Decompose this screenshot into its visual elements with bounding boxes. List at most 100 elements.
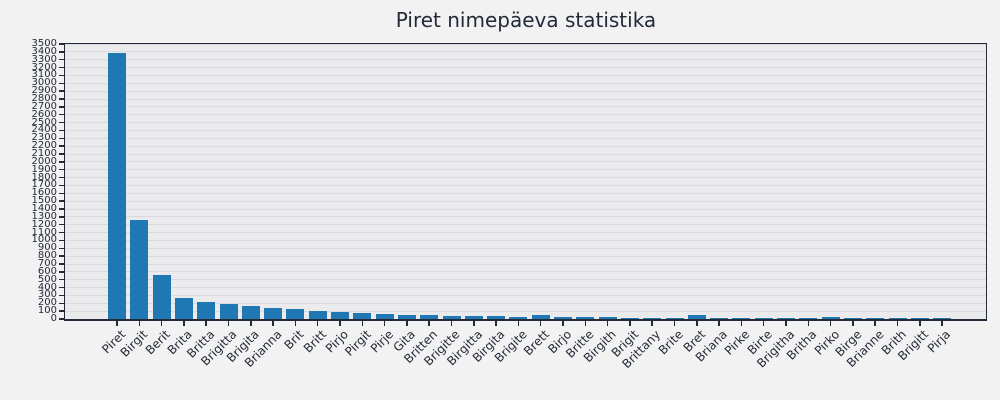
bar-brigitta	[219, 303, 238, 319]
x-tick-label: Pirja	[925, 327, 954, 356]
bar-pirko	[821, 316, 840, 319]
y-gridline	[65, 216, 986, 218]
y-tick-label: 1800	[31, 171, 57, 183]
y-gridline	[65, 114, 986, 116]
x-tick-mark	[606, 320, 609, 326]
bar-brigitt	[910, 318, 929, 319]
bar-brigitte	[442, 315, 461, 319]
y-tick-label: 2000	[31, 155, 57, 167]
y-tick-label: 0	[50, 313, 57, 324]
x-tick-mark	[584, 320, 587, 326]
bar-birgit	[130, 220, 149, 319]
y-tick-mark	[59, 106, 64, 108]
y-tick-label: 400	[37, 281, 57, 293]
x-tick-mark	[562, 320, 564, 326]
x-tick-label: Brett	[520, 327, 552, 359]
bar-pirgit	[353, 312, 372, 319]
bar-briana	[710, 317, 729, 319]
y-tick-mark	[59, 145, 64, 147]
bar-pirja	[933, 318, 952, 319]
y-tick-mark	[59, 255, 64, 257]
x-tick-mark	[361, 320, 364, 326]
x-tick-label: Brite	[655, 327, 686, 358]
y-gridline	[65, 184, 986, 186]
x-tick-mark	[272, 320, 274, 326]
y-tick-label: 3100	[31, 69, 57, 81]
bar-gita	[397, 314, 416, 319]
bar-britta	[197, 301, 216, 319]
x-tick-mark	[450, 320, 453, 326]
x-tick-mark	[428, 320, 430, 326]
bar-birge	[843, 318, 862, 319]
y-tick-label: 2700	[31, 100, 57, 112]
y-tick-mark	[59, 153, 64, 155]
bar-brittany	[643, 317, 662, 319]
y-tick-label: 2300	[31, 132, 57, 144]
x-tick-mark	[316, 320, 319, 326]
x-tick-mark	[718, 320, 720, 326]
y-gridline	[65, 255, 986, 257]
y-gridline	[65, 153, 986, 155]
y-tick-label: 2400	[31, 124, 57, 136]
x-tick-mark	[160, 320, 163, 326]
x-tick-mark	[383, 320, 386, 326]
y-tick-label: 3400	[31, 45, 57, 57]
y-tick-label: 2200	[31, 140, 57, 152]
y-tick-mark	[59, 318, 64, 320]
bar-birgita	[487, 316, 506, 319]
y-gridline	[65, 82, 986, 84]
bar-birgith	[598, 317, 617, 319]
x-tick-mark	[406, 320, 408, 326]
y-gridline	[65, 263, 986, 265]
y-tick-mark	[59, 192, 64, 195]
x-tick-mark	[941, 320, 943, 326]
x-tick-mark	[138, 320, 141, 326]
bar-brite	[665, 317, 684, 319]
y-gridline	[65, 208, 986, 210]
bar-birgitta	[464, 316, 483, 319]
bar-brett	[531, 315, 550, 319]
bar-brith	[888, 318, 907, 319]
y-tick-mark	[59, 129, 64, 132]
bar-brita	[174, 297, 193, 319]
y-gridline	[65, 271, 986, 273]
y-gridline	[65, 177, 986, 179]
x-tick-mark	[183, 320, 185, 326]
x-tick-mark	[829, 320, 832, 326]
y-gridline	[65, 239, 986, 241]
x-tick-mark	[495, 320, 497, 326]
y-tick-mark	[59, 278, 64, 281]
y-tick-label: 2100	[31, 148, 57, 159]
bar-britha	[799, 318, 818, 319]
x-tick-mark	[852, 320, 854, 326]
y-tick-label: 800	[37, 250, 57, 262]
y-gridline	[65, 129, 986, 131]
x-tick-mark	[740, 320, 743, 326]
y-tick-label: 1000	[31, 234, 57, 246]
y-tick-mark	[59, 82, 64, 85]
y-tick-label: 1500	[31, 195, 57, 207]
y-tick-label: 200	[37, 297, 57, 309]
y-gridline	[65, 59, 986, 61]
x-tick-mark	[896, 320, 899, 326]
x-tick-mark	[250, 320, 252, 326]
y-tick-mark	[59, 200, 64, 202]
y-gridline	[65, 169, 986, 171]
bar-berit	[152, 275, 171, 319]
y-tick-mark	[59, 247, 64, 250]
bar-pirje	[375, 313, 394, 319]
y-tick-mark	[59, 90, 64, 92]
x-tick-mark	[807, 320, 810, 326]
x-tick-mark	[539, 320, 542, 326]
y-tick-label: 3200	[31, 61, 57, 73]
y-gridline	[65, 192, 986, 194]
y-tick-label: 2900	[31, 85, 57, 97]
bar-pirke	[732, 317, 751, 319]
y-gridline	[65, 90, 986, 92]
y-gridline	[65, 161, 986, 163]
y-gridline	[65, 122, 986, 124]
x-tick-mark	[629, 320, 631, 326]
y-tick-mark	[59, 137, 64, 140]
y-tick-label: 2800	[31, 93, 57, 104]
y-tick-label: 1200	[31, 218, 57, 230]
